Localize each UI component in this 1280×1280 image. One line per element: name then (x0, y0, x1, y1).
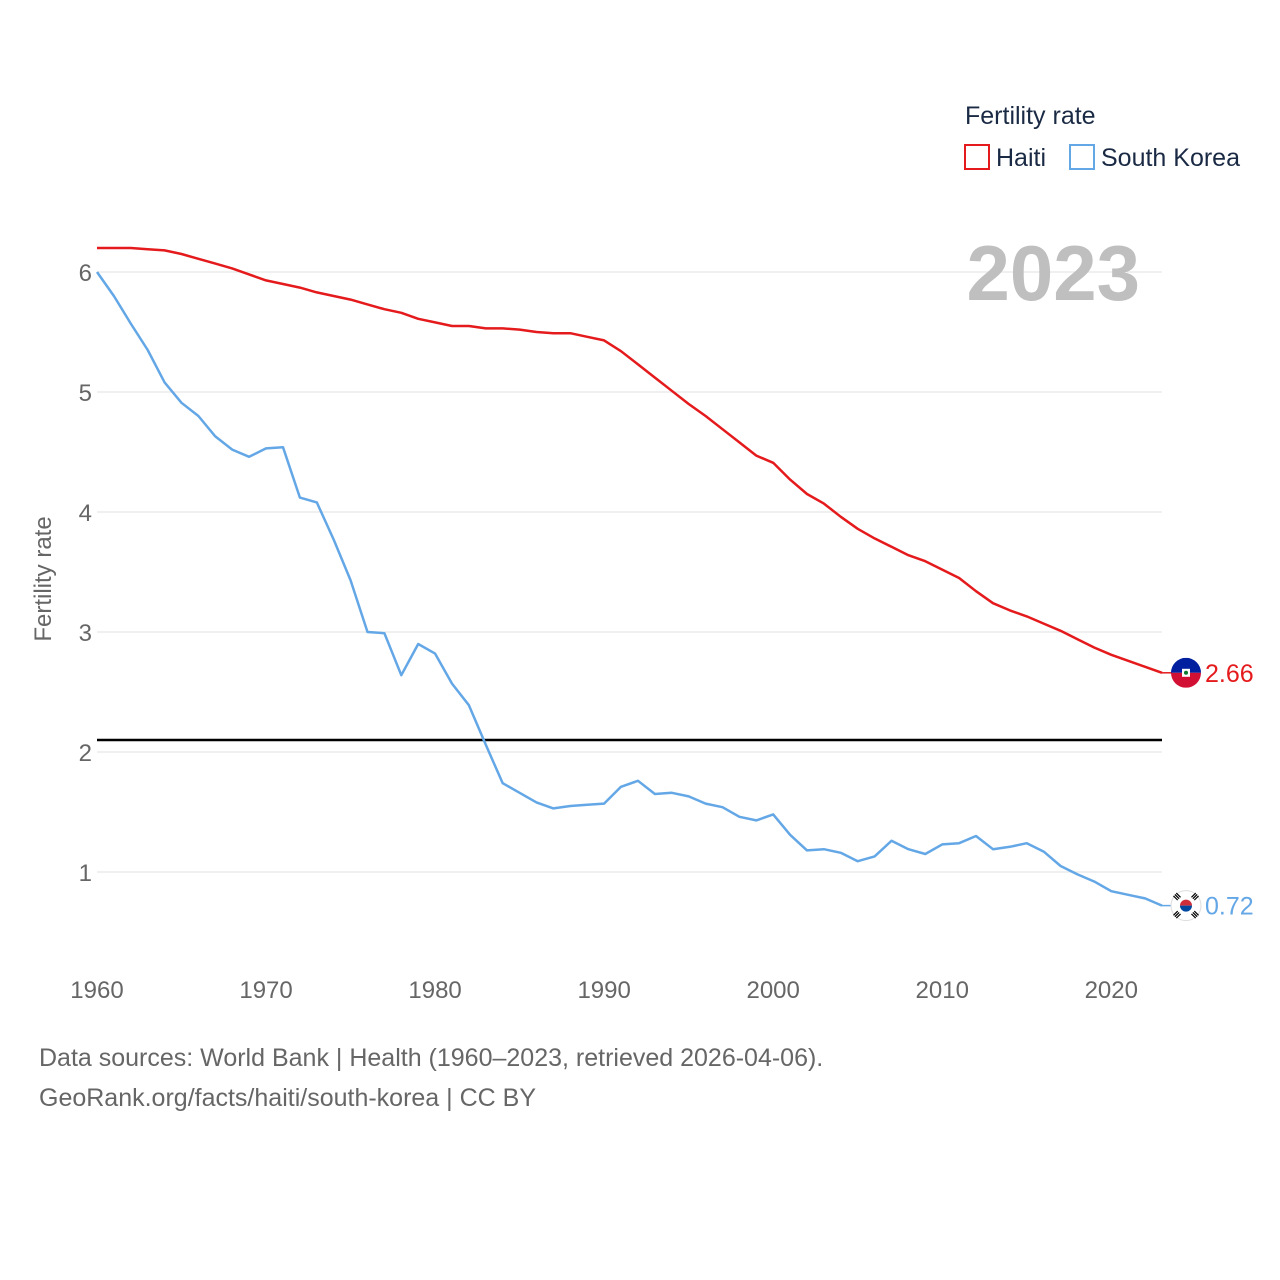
y-tick-label: 5 (79, 380, 92, 407)
x-tick-label: 1980 (408, 977, 461, 1004)
footer-link: GeoRank.org/facts/haiti/south-korea | CC… (39, 1084, 536, 1112)
y-tick-label: 1 (79, 860, 92, 887)
x-tick-label: 2010 (916, 977, 969, 1004)
gridlines (97, 271, 1162, 873)
x-tick-label: 1970 (239, 977, 292, 1004)
y-tick-label: 3 (79, 620, 92, 647)
x-tick-label: 1990 (577, 977, 630, 1004)
south-korea-flag-icon (1170, 890, 1202, 922)
series-line-south-korea[interactable] (95, 271, 1163, 907)
haiti-flag-icon (1171, 657, 1201, 688)
footer-source: Data sources: World Bank | Health (1960–… (39, 1044, 824, 1072)
legend-swatch-south-korea[interactable] (1069, 144, 1095, 170)
y-tick-label: 2 (79, 740, 92, 767)
series-line-haiti[interactable] (97, 246, 1163, 674)
year-label: 2023 (966, 229, 1140, 317)
legend: Fertility rate Haiti South Korea (964, 102, 1240, 172)
y-tick-label: 6 (79, 260, 92, 287)
legend-title: Fertility rate (965, 102, 1096, 130)
end-markers: 2.66 0.72 (1162, 657, 1254, 922)
end-value-label-south-korea: 0.72 (1205, 893, 1254, 921)
y-axis-label: Fertility rate (30, 516, 57, 641)
end-value-label-haiti: 2.66 (1205, 660, 1254, 688)
chart: 1 2 3 4 5 6 1960 1970 1980 1990 2000 2010 2020 Fert… (30, 102, 1254, 1004)
x-tick-labels: 1960 1970 1980 1990 2000 2010 2020 (70, 977, 1138, 1004)
legend-label-south-korea[interactable]: South Korea (1101, 144, 1240, 172)
y-tick-labels: 1 2 3 4 5 6 (79, 260, 92, 887)
x-tick-label: 2020 (1085, 977, 1138, 1004)
legend-swatch-haiti[interactable] (964, 144, 990, 170)
y-tick-label: 4 (79, 500, 92, 527)
legend-label-haiti[interactable]: Haiti (996, 144, 1046, 172)
x-tick-label: 1960 (70, 977, 123, 1004)
x-tick-label: 2000 (746, 977, 799, 1004)
series-lines (95, 246, 1163, 907)
